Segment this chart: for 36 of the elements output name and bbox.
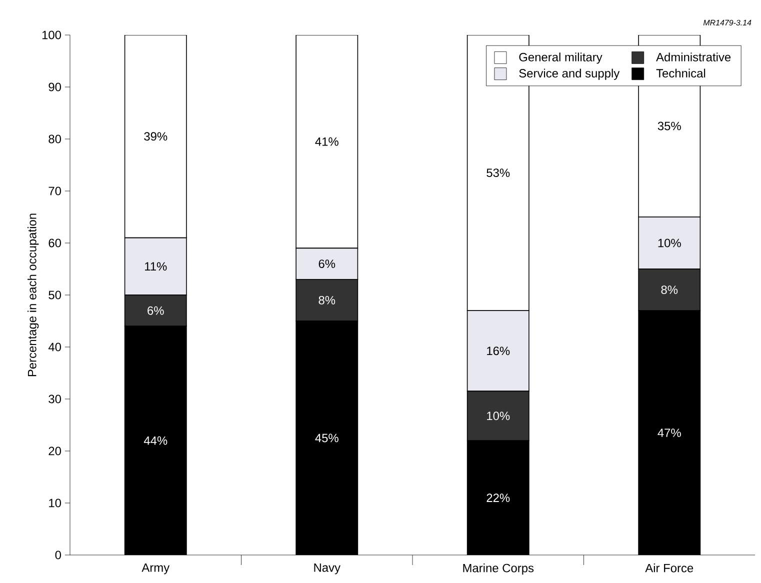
data-label: 53% bbox=[486, 168, 510, 178]
data-label: 22% bbox=[486, 494, 510, 502]
data-label: 6% bbox=[148, 306, 164, 315]
y-tick-label: 30 bbox=[48, 394, 62, 404]
legend-label: Service and supply bbox=[519, 68, 620, 80]
y-tick-label: 40 bbox=[48, 342, 62, 352]
data-label: 44% bbox=[144, 436, 168, 445]
x-tick-label: Air Force bbox=[645, 564, 694, 572]
legend-label: Technical bbox=[656, 68, 706, 78]
y-tick-label: 50 bbox=[48, 290, 62, 300]
y-tick-label: 100 bbox=[42, 30, 62, 40]
y-tick-label: 80 bbox=[48, 134, 62, 144]
data-label: 6% bbox=[318, 260, 336, 268]
y-tick-label: 10 bbox=[49, 498, 62, 508]
data-label: 10% bbox=[658, 238, 681, 248]
y-tick-label: 60 bbox=[48, 238, 62, 248]
y-axis-title: Percentage in each occupation bbox=[28, 214, 39, 376]
data-label: 41% bbox=[315, 137, 338, 146]
y-tick-label: 0 bbox=[55, 550, 62, 560]
data-label: 47% bbox=[658, 428, 681, 437]
x-tick-label: Army bbox=[142, 564, 170, 574]
data-label: 16% bbox=[487, 346, 510, 356]
y-tick-label: 20 bbox=[48, 446, 62, 456]
x-tick-label: Marine Corps bbox=[463, 564, 534, 575]
data-label: 10% bbox=[487, 412, 510, 420]
data-label: 39% bbox=[144, 132, 168, 141]
y-tick-label: 90 bbox=[48, 82, 62, 92]
data-label: 45% bbox=[315, 434, 338, 442]
legend-label: General military bbox=[519, 52, 602, 64]
x-tick-label: Navy bbox=[314, 564, 340, 574]
data-label: 8% bbox=[661, 286, 678, 294]
legend-label: Administrative bbox=[656, 52, 731, 62]
data-label: 8% bbox=[318, 296, 336, 304]
data-label: 11% bbox=[145, 262, 167, 271]
y-tick-label: 70 bbox=[48, 186, 62, 196]
data-label: 35% bbox=[658, 122, 681, 130]
